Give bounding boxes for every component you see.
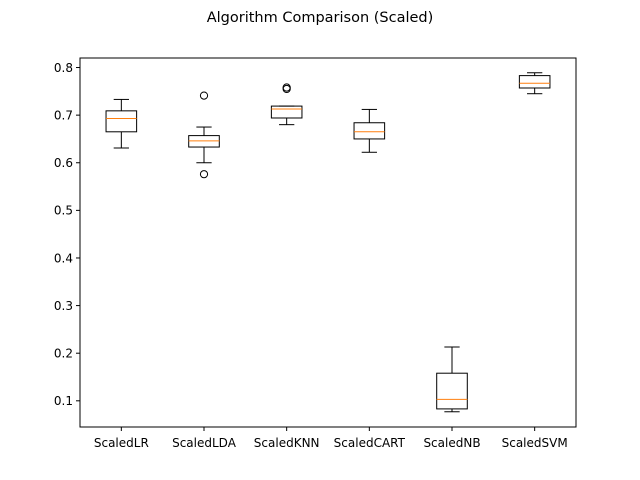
x-tick-label: ScaledLDA: [172, 436, 237, 450]
box-scaledsvm: [518, 72, 551, 95]
y-tick-label: 0.8: [54, 61, 73, 75]
x-tick-label: ScaledCART: [334, 436, 406, 450]
y-tick-label: 0.3: [54, 299, 73, 313]
iqr-box: [436, 372, 468, 410]
y-tick-label: 0.2: [54, 347, 73, 361]
y-tick-label: 0.5: [54, 204, 73, 218]
axes-frame: [79, 57, 577, 428]
x-tick-label: ScaledKNN: [254, 436, 320, 450]
y-tick-label: 0.7: [54, 108, 73, 122]
x-tick-label: ScaledLR: [94, 436, 149, 450]
box-scalednb: [436, 346, 468, 413]
y-tick-label: 0.4: [54, 251, 73, 265]
chart-title: Algorithm Comparison (Scaled): [207, 10, 434, 26]
iqr-box: [518, 75, 551, 89]
outlier-point: [282, 83, 291, 92]
outlier-point: [199, 170, 209, 179]
iqr-box: [270, 105, 303, 119]
box-scaledcart: [353, 108, 386, 153]
box-scaledknn: [270, 83, 303, 126]
x-tick-label: ScaledNB: [423, 436, 480, 450]
y-tick-label: 0.6: [54, 156, 73, 170]
iqr-box: [105, 110, 138, 133]
box-scaledlr: [105, 98, 138, 149]
y-tick-label: 0.1: [54, 394, 73, 408]
x-tick-label: ScaledSVM: [502, 436, 568, 450]
box-scaledlda: [188, 91, 220, 179]
plot-area: [105, 72, 551, 413]
outlier-point: [199, 91, 209, 100]
iqr-box: [353, 122, 386, 140]
